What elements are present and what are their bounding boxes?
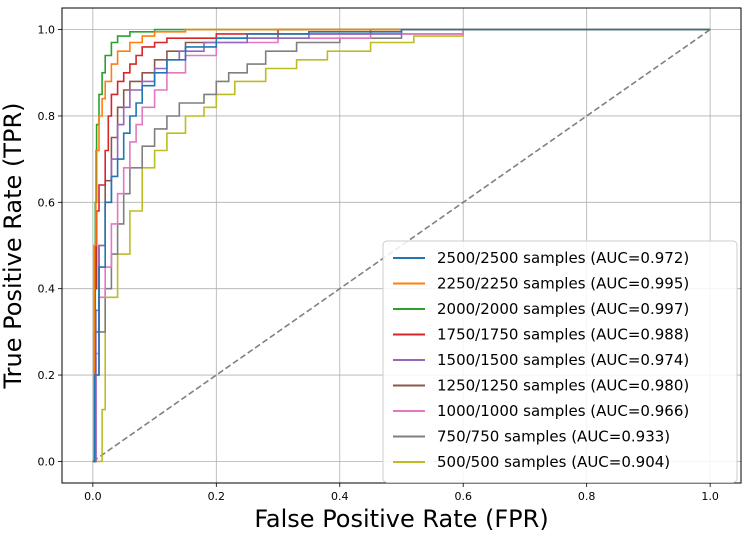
legend: 2500/2500 samples (AUC=0.972) 2250/2250 s… xyxy=(382,240,738,483)
roc-curve-2250-2250 xyxy=(92,28,711,463)
x-tick-label: 0.6 xyxy=(454,490,472,503)
y-tick-label: 0.8 xyxy=(38,110,56,123)
y-tick-label: 0.0 xyxy=(38,455,56,468)
legend-box xyxy=(382,240,738,483)
roc-curve-1750-1750 xyxy=(92,28,711,463)
y-tick-label: 1.0 xyxy=(38,24,56,37)
roc-curve-500-500 xyxy=(92,28,711,463)
legend-label: 2500/2500 samples (AUC=0.972) xyxy=(437,249,689,267)
x-tick-label: 0.0 xyxy=(84,490,102,503)
y-tick-label: 0.4 xyxy=(38,283,56,296)
y-tick-label: 0.6 xyxy=(38,196,56,209)
legend-label: 2250/2250 samples (AUC=0.995) xyxy=(437,275,689,293)
legend-label: 1500/1500 samples (AUC=0.974) xyxy=(437,351,689,369)
x-tick-label: 0.2 xyxy=(208,490,226,503)
roc-curve-1000-1000 xyxy=(92,28,711,463)
roc-curve-2500-2500 xyxy=(92,28,711,463)
y-axis-ticks: 0.0 0.2 0.4 0.6 0.8 1.0 xyxy=(38,24,62,468)
x-tick-label: 0.8 xyxy=(578,490,596,503)
x-axis-ticks: 0.0 0.2 0.4 0.6 0.8 1.0 xyxy=(84,483,719,503)
legend-label: 1250/1250 samples (AUC=0.980) xyxy=(437,377,689,395)
legend-label: 1750/1750 samples (AUC=0.988) xyxy=(437,326,689,344)
roc-curve-750-750 xyxy=(92,28,711,463)
roc-curve-2000-2000 xyxy=(92,28,711,463)
x-tick-label: 1.0 xyxy=(701,490,719,503)
legend-label: 500/500 samples (AUC=0.904) xyxy=(437,453,670,471)
x-axis-label: False Positive Rate (FPR) xyxy=(254,505,548,533)
y-axis-label: True Positive Rate (TPR) xyxy=(0,103,27,390)
x-tick-label: 0.4 xyxy=(331,490,349,503)
legend-label: 2000/2000 samples (AUC=0.997) xyxy=(437,300,689,318)
legend-label: 750/750 samples (AUC=0.933) xyxy=(437,428,670,446)
series-layer xyxy=(92,28,711,463)
y-tick-label: 0.2 xyxy=(38,369,56,382)
legend-label: 1000/1000 samples (AUC=0.966) xyxy=(437,402,689,420)
